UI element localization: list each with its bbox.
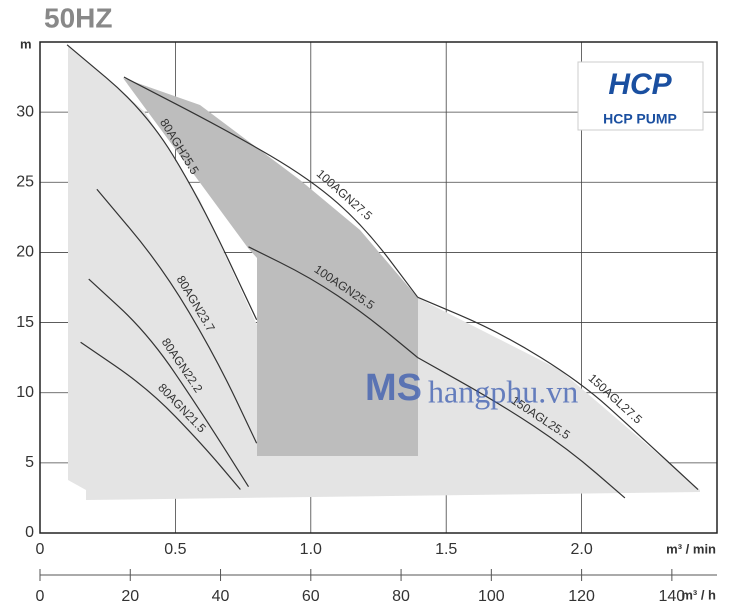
- curve: [248, 246, 419, 359]
- y-tick-label: 15: [16, 314, 34, 331]
- chart-title: 50HZ: [44, 2, 112, 33]
- x2-tick-label: 80: [392, 588, 410, 605]
- curve: [88, 278, 250, 488]
- x2-tick-label: 60: [302, 588, 320, 605]
- logo-caption: HCP PUMP: [603, 111, 677, 127]
- x2-axis-label: m³ / h: [681, 587, 716, 602]
- curve: [417, 357, 626, 499]
- x-tick-label: 0.5: [164, 541, 186, 558]
- x-tick-label: 0: [36, 541, 45, 558]
- x-tick-label: 1.0: [300, 541, 322, 558]
- y-tick-label: 5: [25, 454, 34, 471]
- x2-tick-label: 140: [659, 588, 686, 605]
- x2-tick-label: 120: [568, 588, 595, 605]
- y-tick-label: 10: [16, 384, 34, 401]
- x2-tick-label: 100: [478, 588, 505, 605]
- light-region: [68, 45, 700, 500]
- x2-tick-label: 0: [36, 588, 45, 605]
- y-tick-label: 20: [16, 244, 34, 261]
- curve: [80, 341, 241, 490]
- y-tick-label: 0: [25, 524, 34, 541]
- plot-frame: [39, 41, 718, 534]
- x2-tick-label: 40: [212, 588, 230, 605]
- x-tick-label: 2.0: [570, 541, 592, 558]
- curve: [66, 44, 258, 321]
- logo-box: [577, 61, 704, 131]
- logo: HCP HCP PUMP: [577, 61, 704, 131]
- x2-tick-label: 20: [121, 588, 139, 605]
- x-tick-label: 1.5: [435, 541, 457, 558]
- y-axis-label: m: [20, 36, 32, 51]
- y-tick-label: 25: [16, 174, 34, 191]
- dark-region: [123, 78, 418, 456]
- curve: [417, 296, 699, 490]
- y-tick-label: 30: [16, 103, 34, 120]
- x-axis-label: m³ / min: [666, 541, 716, 556]
- logo-mark: HCP: [608, 68, 672, 101]
- curve: [123, 76, 419, 298]
- watermark: MS hangphu.vn: [365, 367, 578, 409]
- curve: [96, 188, 258, 444]
- watermark-brand: MS: [365, 367, 422, 409]
- watermark-site: hangphu.vn: [428, 373, 578, 409]
